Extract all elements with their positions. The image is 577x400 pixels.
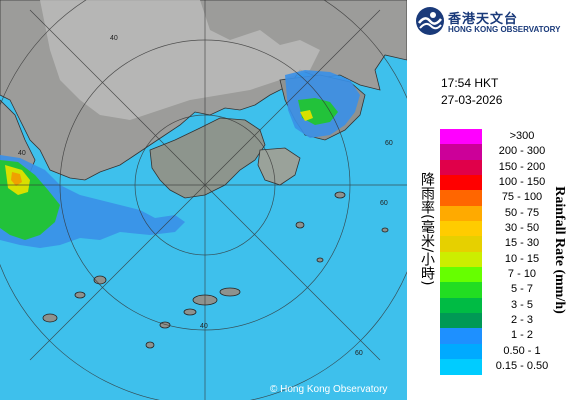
legend-row: >300 [440,129,560,145]
legend-swatch [440,359,482,375]
observatory-logo: 香港天文台 HONG KONG OBSERVATORY [415,6,575,36]
info-panel: 香港天文台 HONG KONG OBSERVATORY 17:54 HKT 27… [407,0,577,400]
radar-map: 40 40 60 60 60 40 © Hong Kong Observator… [0,0,407,400]
legend-label: 50 - 75 [504,206,540,219]
legend-title-zh: 降雨率(毫米/小時) [419,172,435,286]
rain-core-east-yellow [300,110,313,121]
legend-label: 3 - 5 [510,298,533,311]
legend-label: 100 - 150 [498,176,546,189]
legend-swatch [440,159,482,176]
legend-label: 0.15 - 0.50 [495,360,549,373]
rain-core-west-orange [11,172,22,186]
legend-row: 7 - 10 [440,267,560,283]
legend-swatch [440,282,482,298]
legend-row: 75 - 100 [440,190,560,206]
observatory-name-en: HONG KONG OBSERVATORY [448,25,561,34]
ring-label: 40 [200,323,208,330]
legend-row: 200 - 300 [440,144,560,160]
legend-row: 0.15 - 0.50 [440,359,560,375]
legend-swatch [440,328,482,344]
legend-swatch [440,175,482,191]
observation-time: 17:54 HKT [441,76,499,90]
observatory-emblem-icon [416,7,444,35]
legend-label: 15 - 30 [504,237,540,250]
legend-label: 7 - 10 [507,268,537,281]
range-ring-labels: 40 40 60 60 60 40 [18,35,393,357]
legend-label: 150 - 200 [498,160,546,173]
radar-map-graphics: 40 40 60 60 60 40 [0,0,407,400]
ring-label: 60 [380,200,388,207]
rain-echoes [0,70,360,248]
legend-label: 2 - 3 [510,314,533,327]
observation-date: 27-03-2026 [441,93,503,107]
legend-swatch [440,129,482,145]
legend-swatch [440,267,482,283]
legend-row: 30 - 50 [440,221,560,237]
legend-row: 150 - 200 [440,159,560,176]
legend-row: 2 - 3 [440,313,560,329]
ring-label: 40 [18,150,26,157]
legend-row: 50 - 75 [440,205,560,222]
legend-label: >300 [509,130,535,142]
land-masses [0,0,407,349]
ring-label: 60 [355,350,363,357]
legend-label: 30 - 50 [504,222,540,235]
legend-swatch [440,221,482,237]
legend-label: 75 - 100 [501,191,543,204]
copyright-notice: © Hong Kong Observatory [270,384,388,395]
legend-row: 10 - 15 [440,251,560,268]
legend-label: 5 - 7 [510,283,533,296]
rainfall-legend: >300 200 - 300 150 - 200 100 - 150 75 - 100 5… [440,129,548,375]
legend-row: 15 - 30 [440,236,560,252]
legend-row: 5 - 7 [440,282,560,298]
legend-label: 1 - 2 [510,329,533,342]
legend-swatch [440,236,482,252]
legend-swatch [440,144,482,160]
legend-swatch [440,190,482,206]
ring-label: 60 [385,140,393,147]
legend-title-en: Rainfall Rate (mm/h) [552,186,567,314]
legend-row: 0.50 - 1 [440,343,560,360]
south-islands [42,191,389,349]
legend-row: 1 - 2 [440,328,560,344]
legend-row: 3 - 5 [440,297,560,314]
legend-swatch [440,205,482,222]
legend-swatch [440,251,482,268]
legend-swatch [440,313,482,329]
legend-label: 0.50 - 1 [503,344,541,357]
legend-swatch [440,343,482,360]
legend-label: 10 - 15 [504,252,540,265]
range-rings [0,0,407,400]
legend-row: 100 - 150 [440,175,560,191]
observatory-name-zh: 香港天文台 [448,11,519,26]
hk-island-east [257,147,301,186]
legend-swatch [440,297,482,314]
legend-label: 200 - 300 [498,145,546,158]
ring-label: 40 [110,35,118,42]
